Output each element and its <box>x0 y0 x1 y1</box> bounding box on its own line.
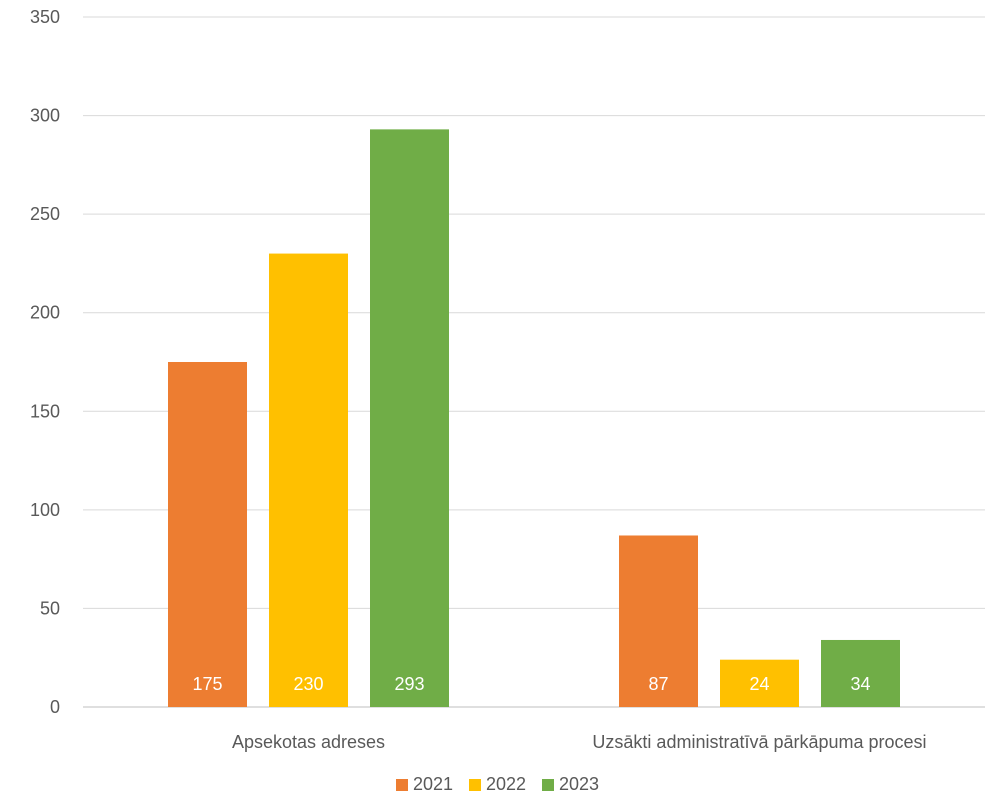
legend-label: 2022 <box>486 774 526 794</box>
legend-item-2021: 2021 <box>396 774 453 794</box>
x-axis: Apsekotas adreses Uzsākti administratīvā … <box>232 732 927 752</box>
category-label: Uzsākti administratīvā pārkāpuma procesi <box>592 732 926 752</box>
legend-swatch <box>542 779 554 791</box>
data-label: 293 <box>394 674 424 694</box>
bars: 175 230 293 87 24 34 <box>168 129 900 708</box>
legend-swatch <box>396 779 408 791</box>
y-tick-label: 0 <box>50 697 60 717</box>
y-tick-label: 50 <box>40 598 60 618</box>
data-label: 230 <box>293 674 323 694</box>
legend-label: 2023 <box>559 774 599 794</box>
bar-2022-1 <box>720 659 799 707</box>
data-label: 24 <box>749 674 769 694</box>
bar-2021-1 <box>619 535 698 707</box>
data-label: 87 <box>648 674 668 694</box>
legend-item-2022: 2022 <box>469 774 526 794</box>
y-tick-label: 350 <box>30 7 60 27</box>
legend-item-2023: 2023 <box>542 774 599 794</box>
y-tick-label: 200 <box>30 303 60 323</box>
data-label: 34 <box>850 674 870 694</box>
legend-label: 2021 <box>413 774 453 794</box>
data-label: 175 <box>192 674 222 694</box>
y-tick-label: 150 <box>30 401 60 421</box>
category-label: Apsekotas adreses <box>232 732 385 752</box>
y-tick-label: 250 <box>30 204 60 224</box>
legend: 2021 2022 2023 <box>396 774 599 794</box>
y-axis: 0 50 100 150 200 250 300 350 <box>30 7 60 717</box>
bar-2023-0 <box>370 129 449 707</box>
y-tick-label: 100 <box>30 500 60 520</box>
bar-2023-1 <box>821 639 900 707</box>
y-tick-label: 300 <box>30 106 60 126</box>
legend-swatch <box>469 779 481 791</box>
bar-2022-0 <box>269 253 348 708</box>
bar-2021-0 <box>168 362 247 707</box>
